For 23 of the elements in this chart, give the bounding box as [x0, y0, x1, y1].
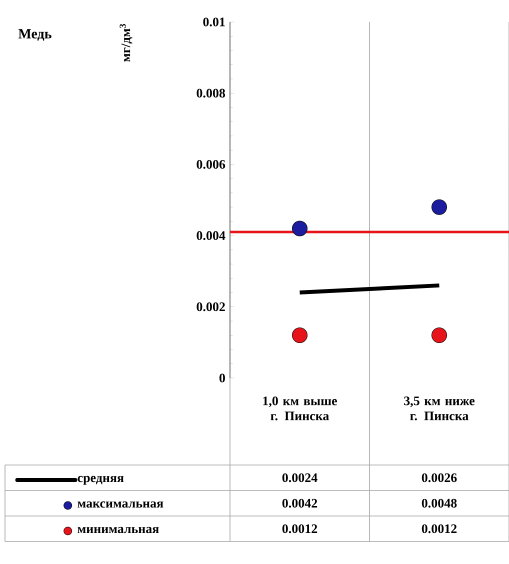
- data-label: 0.0026: [422, 473, 457, 482]
- y-tick-label: 0.006: [196, 160, 226, 169]
- y-tick-label: 0.008: [196, 88, 226, 98]
- y-axis-title: мг/дм$^{3}$: [120, 24, 132, 62]
- legend-label: максимальная: [78, 501, 164, 508]
- y-tick-label: 0.01: [203, 18, 225, 26]
- data-label: 0.0012: [282, 524, 318, 534]
- point: [432, 199, 447, 215]
- legend-label: минимальная: [78, 526, 159, 534]
- y-tick-label: 0.004: [196, 231, 226, 240]
- point: [292, 328, 308, 344]
- data-label: 0.0012: [422, 524, 457, 534]
- x-tick-label: 3,5 км ниже г. Пинска: [404, 396, 475, 420]
- y-tick-label: 0: [219, 374, 225, 382]
- text: Медь: [18, 29, 52, 41]
- point: [292, 220, 308, 236]
- point: [432, 328, 447, 344]
- y-tick-label: 0.002: [196, 302, 225, 312]
- legend-label: средняя: [78, 476, 124, 485]
- data-label: 0.0024: [282, 473, 318, 482]
- data-label: 0.0042: [282, 498, 318, 508]
- data-label: 0.0048: [422, 498, 457, 508]
- x-tick-label: 1,0 км выше г. Пинска: [263, 396, 337, 420]
